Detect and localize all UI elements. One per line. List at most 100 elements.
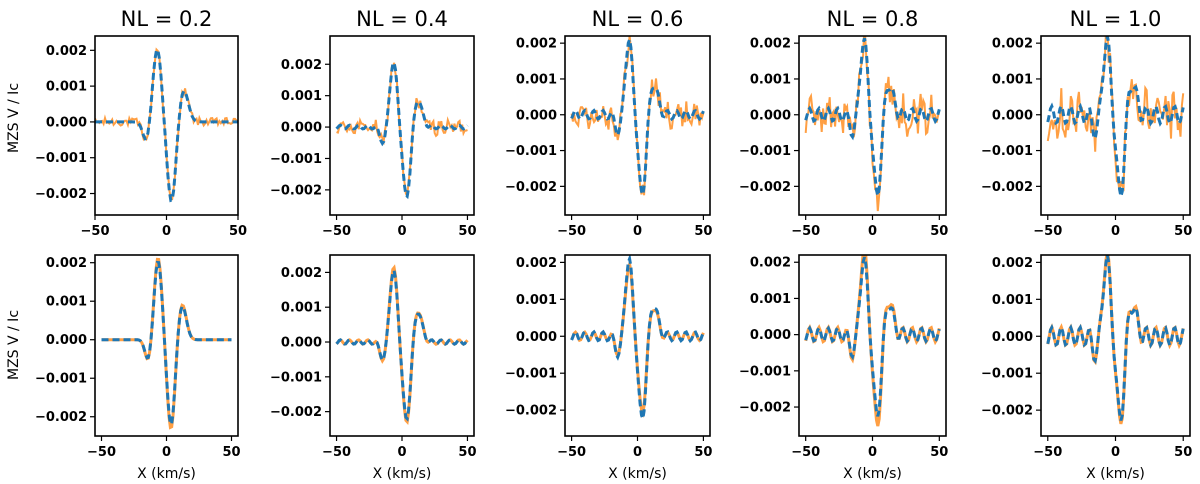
observed-series-line (101, 257, 232, 430)
y-tick-label: 0.000 (516, 330, 557, 345)
y-tick-label: 0.000 (281, 336, 322, 351)
model-series-line (335, 267, 469, 422)
x-tick-label: −50 (791, 224, 820, 239)
y-tick-label: 0.002 (281, 58, 322, 73)
y-tick-label: −0.001 (981, 367, 1033, 382)
x-tick-label: 0 (633, 224, 642, 239)
y-tick-label: −0.002 (505, 180, 557, 195)
x-tick-label: 50 (458, 224, 476, 239)
x-tick-label: 50 (694, 224, 712, 239)
panel-2: 0.002 0.001 0.000 −0.001 −0.002 −50 0 50 NL = 0.… (270, 7, 477, 239)
x-tick-label: −50 (557, 445, 586, 460)
x-axis-label: X (km/s) (843, 466, 902, 482)
model-series-line (804, 256, 941, 417)
x-tick-label: 0 (1111, 445, 1120, 460)
observed-series-line (1046, 36, 1185, 192)
x-tick-label: 50 (229, 224, 247, 239)
x-tick-label: 0 (162, 224, 171, 239)
y-tick-label: 0.001 (992, 72, 1033, 87)
panel-frame (564, 254, 711, 437)
y-tick-label: −0.001 (739, 144, 791, 159)
y-tick-label: 0.001 (46, 80, 87, 95)
x-tick-label: −50 (322, 445, 351, 460)
x-tick-label: −50 (557, 224, 586, 239)
panel-title: NL = 1.0 (1070, 7, 1162, 31)
x-tick-label: −50 (81, 224, 110, 239)
panel-title: NL = 0.8 (827, 7, 919, 31)
x-tick-label: 50 (1174, 224, 1192, 239)
y-tick-label: 0.001 (750, 72, 791, 87)
y-tick-label: 0.002 (750, 37, 791, 52)
y-axis-label-bottom: MZS V / Ic (6, 310, 22, 380)
x-tick-label: 0 (633, 445, 642, 460)
x-tick-label: 0 (397, 445, 406, 460)
x-axis-label: X (km/s) (608, 466, 667, 482)
panel-title: NL = 0.2 (121, 7, 213, 31)
panel-frame (94, 254, 239, 437)
x-tick-label: −50 (322, 224, 351, 239)
panel-1: 0.002 0.001 0.000 −0.001 −0.002 −50 0 50 NL = 0.… (35, 7, 247, 239)
y-tick-label: 0.002 (281, 266, 322, 281)
panel-frame (564, 35, 711, 216)
x-tick-label: 50 (222, 445, 240, 460)
y-tick-label: 0.000 (281, 121, 322, 136)
y-tick-label: −0.002 (270, 405, 322, 420)
x-axis-label: X (km/s) (373, 466, 432, 482)
y-tick-label: 0.001 (46, 295, 87, 310)
y-tick-label: −0.002 (35, 187, 87, 202)
x-tick-label: 50 (458, 445, 476, 460)
x-tick-label: 50 (930, 445, 948, 460)
y-tick-label: 0.001 (992, 293, 1033, 308)
y-tick-label: 0.000 (750, 108, 791, 123)
x-axis-label: X (km/s) (1086, 466, 1145, 482)
y-tick-label: −0.002 (505, 404, 557, 419)
x-tick-label: 50 (1174, 445, 1192, 460)
y-tick-label: −0.002 (739, 180, 791, 195)
y-tick-label: 0.000 (992, 108, 1033, 123)
panel-frame (798, 254, 947, 437)
panel-title: NL = 0.6 (592, 7, 684, 31)
x-tick-label: 0 (1111, 224, 1120, 239)
x-tick-label: 0 (868, 445, 877, 460)
observed-series-line (336, 62, 468, 198)
panel-9: 0.002 0.001 0.000 −0.001 −0.002 −50 0 50 X (km/s… (739, 254, 948, 482)
panel-10: 0.002 0.001 0.000 −0.001 −0.002 −50 0 50 X (km/s… (981, 254, 1192, 482)
x-tick-label: 0 (397, 224, 406, 239)
y-tick-label: 0.002 (750, 256, 791, 271)
panel-3: 0.002 0.001 0.000 −0.001 −0.002 −50 0 50 NL = 0.… (505, 7, 712, 239)
y-tick-label: −0.002 (270, 183, 322, 198)
y-tick-label: 0.001 (516, 72, 557, 87)
model-series-line (1046, 255, 1185, 421)
y-tick-label: −0.001 (270, 370, 322, 385)
model-series-line (1046, 36, 1185, 197)
y-tick-label: 0.002 (46, 256, 87, 271)
x-tick-label: −50 (791, 445, 820, 460)
y-tick-label: −0.001 (981, 144, 1033, 159)
panel-8: 0.002 0.001 0.000 −0.001 −0.002 −50 0 50 X (km/s… (505, 254, 712, 482)
model-series-line (804, 37, 941, 196)
y-tick-label: −0.002 (981, 180, 1033, 195)
y-tick-label: −0.001 (505, 367, 557, 382)
model-series-line (570, 255, 705, 425)
y-tick-label: −0.001 (35, 151, 87, 166)
y-tick-label: −0.001 (739, 364, 791, 379)
y-tick-label: 0.001 (281, 89, 322, 104)
observed-series-line (335, 264, 469, 426)
model-series-line (95, 48, 238, 203)
y-axis-label-top: MZS V / Ic (6, 83, 22, 153)
x-tick-label: −50 (87, 445, 116, 460)
y-tick-label: −0.001 (505, 144, 557, 159)
panel-6: 0.002 0.001 0.000 −0.001 −0.002 −50 0 50 X (km/s… (35, 254, 241, 482)
y-tick-label: 0.000 (750, 328, 791, 343)
panel-title: NL = 0.4 (356, 7, 448, 31)
panel-7: 0.002 0.001 0.000 −0.001 −0.002 −50 0 50 X (km/s… (270, 254, 477, 482)
y-tick-label: 0.002 (516, 37, 557, 52)
model-series-line (335, 59, 469, 200)
x-tick-label: 50 (694, 445, 712, 460)
y-tick-label: 0.002 (46, 44, 87, 59)
panel-frame (94, 35, 239, 216)
y-tick-label: 0.000 (46, 115, 87, 130)
panel-frame (1040, 254, 1191, 437)
y-tick-label: −0.001 (35, 372, 87, 387)
